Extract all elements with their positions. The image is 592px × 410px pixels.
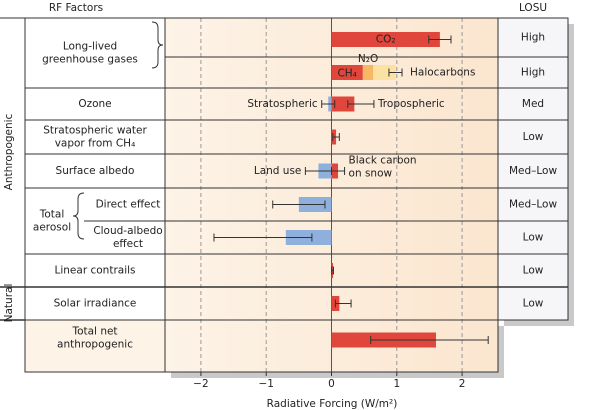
losu-label: Med [522, 98, 544, 110]
row-label: Total net [71, 326, 117, 338]
error-bar [213, 233, 313, 242]
bar-label: N₂O [358, 53, 378, 65]
row-label: vapor from CH₄ [55, 138, 136, 150]
losu-label: Low [523, 131, 544, 143]
bar-label: Land use [254, 165, 302, 177]
losu-label: Low [523, 265, 544, 277]
losu-label: High [521, 32, 545, 44]
row-label: Long-lived [63, 41, 117, 53]
losu-label: Med–Low [509, 199, 558, 211]
error-bar [334, 299, 352, 308]
bar [331, 65, 363, 80]
frame [0, 17, 569, 373]
bar [331, 96, 355, 112]
section-label: Anthropogenic [3, 113, 15, 190]
losu-label: High [521, 67, 545, 79]
row-label: Cloud-albedo [93, 225, 162, 237]
error-bar [388, 68, 403, 77]
x-tick-label: 2 [459, 378, 466, 390]
losu-label: Low [523, 232, 544, 244]
section-label: Natural [3, 284, 15, 323]
row-label: anthropogenic [57, 339, 133, 351]
error-bar [331, 266, 334, 275]
group-label: Total [39, 209, 65, 221]
error-bar [428, 35, 452, 44]
row-label: effect [113, 238, 143, 250]
header-right: LOSU [519, 2, 547, 14]
error-bar [332, 133, 340, 141]
row-label: Ozone [78, 98, 111, 110]
losu-label: Med–Low [509, 165, 558, 177]
row-label: Stratospheric water [43, 125, 147, 137]
losu-column [498, 18, 568, 320]
bar-label: Halocarbons [410, 67, 475, 79]
error-bar [272, 200, 326, 209]
bar-label: Black carbon [349, 155, 417, 167]
label-column [25, 18, 165, 320]
error-bar [331, 167, 346, 175]
group-label: aerosol [33, 222, 71, 234]
bar [362, 65, 374, 80]
bar-label: CH₄ [337, 68, 356, 80]
error-bar [321, 100, 336, 108]
row-label: Solar irradiance [54, 298, 137, 310]
row-label: Linear contrails [55, 265, 136, 277]
bar [331, 32, 440, 47]
x-tick-label: −1 [258, 378, 273, 390]
x-tick-label: −2 [193, 378, 208, 390]
x-axis-label: Radiative Forcing (W/m²) [267, 398, 398, 410]
row-label: Surface albedo [56, 165, 135, 177]
error-bar [370, 336, 489, 344]
x-tick-label: 1 [393, 378, 400, 390]
bar-label: Stratospheric [247, 98, 318, 110]
bar-label: Tropospheric [377, 98, 445, 110]
row-label: greenhouse gases [42, 54, 138, 66]
bar-label: on snow [349, 168, 393, 180]
x-tick-label: 0 [328, 378, 335, 390]
header-left: RF Factors [49, 2, 103, 14]
total-row-bg [25, 320, 165, 372]
bar-label: CO₂ [376, 34, 396, 46]
row-label: Direct effect [96, 199, 161, 211]
losu-label: Low [523, 298, 544, 310]
error-bar [347, 100, 375, 108]
bar [373, 65, 396, 80]
